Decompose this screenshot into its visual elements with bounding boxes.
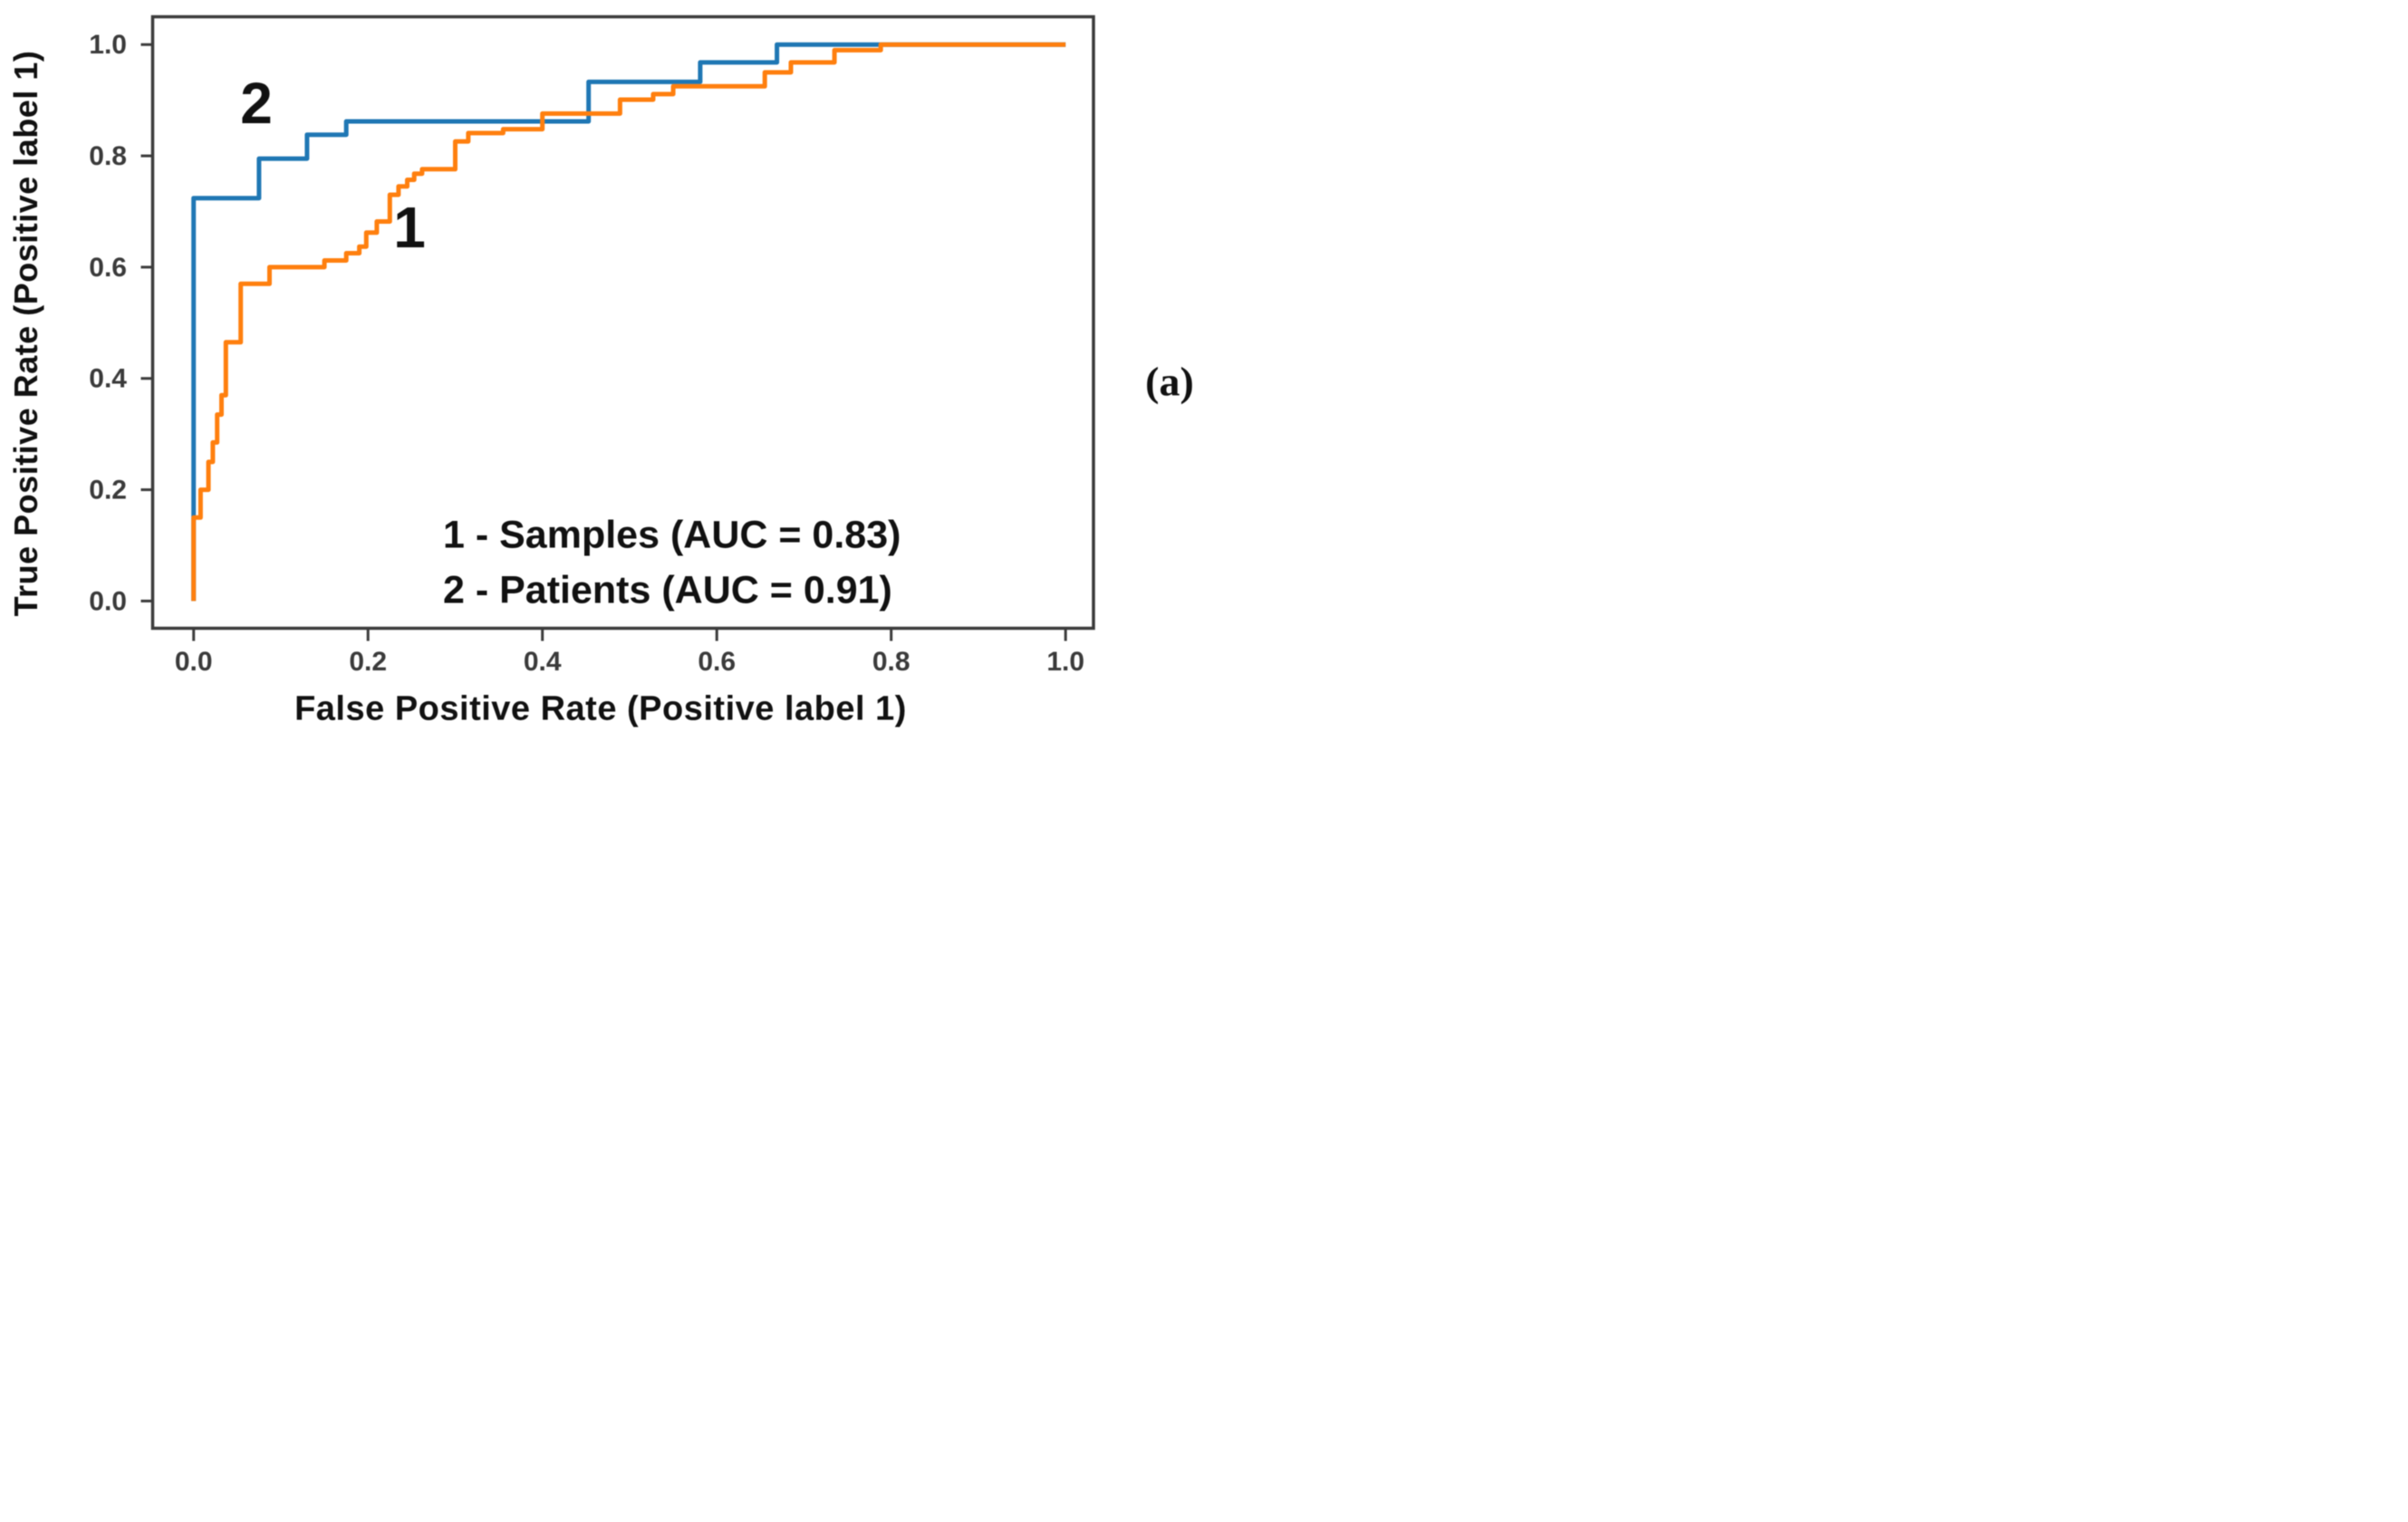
legend-entry-samples: 1 - Samples (AUC = 0.83) [443, 513, 901, 557]
roc-figure: 0.0 0.2 0.4 0.6 0.8 1.0 0.0 0.2 0.4 0.6 0.8 1.0 Tru… [0, 0, 1204, 761]
y-tick-label: 0.8 [89, 141, 127, 171]
x-tick-label: 0.6 [698, 647, 736, 677]
x-tick-label: 1.0 [1046, 647, 1084, 677]
plot-border [150, 14, 1095, 631]
x-tick-label: 0.2 [349, 647, 387, 677]
roc-curve-patients [191, 42, 1066, 602]
x-tick-label: 0.0 [175, 647, 213, 677]
y-tick-label: 0.2 [89, 476, 127, 506]
y-tick-label: 1.0 [89, 30, 127, 60]
x-axis-title: False Positive Rate (Positive label 1) [294, 689, 907, 728]
curve-label-patients: 2 [240, 71, 273, 136]
legend-entry-patients: 2 - Patients (AUC = 0.91) [443, 568, 892, 612]
roc-figure-inner: 0.0 0.2 0.4 0.6 0.8 1.0 0.0 0.2 0.4 0.6 0.8 1.0 Tru… [0, 0, 1204, 761]
curve-label-samples: 1 [393, 195, 426, 260]
y-tick-label: 0.6 [89, 253, 127, 283]
roc-curve-samples [191, 42, 1066, 602]
panel-label: (a) [1145, 358, 1194, 405]
roc-chart-canvas: 0.0 0.2 0.4 0.6 0.8 1.0 0.0 0.2 0.4 0.6 0.8 1.0 [89, 14, 1095, 677]
x-tick-label: 0.4 [524, 647, 562, 677]
x-tick-label: 0.8 [872, 647, 910, 677]
y-tick-label: 0.4 [89, 364, 127, 394]
y-axis-title: True Positive Rate (Positive label 1) [7, 50, 44, 617]
y-tick-label: 0.0 [89, 586, 127, 616]
